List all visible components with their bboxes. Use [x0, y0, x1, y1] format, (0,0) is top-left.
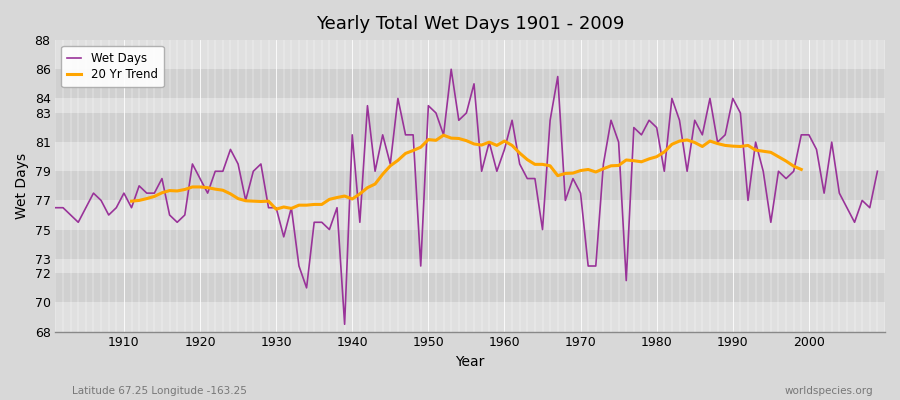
Wet Days: [278, 234, 289, 239]
Y-axis label: Wet Days: Wet Days: [15, 153, 29, 219]
Line: 20 Yr Trend: 20 Yr Trend: [131, 135, 801, 209]
20 Yr Trend: [194, 184, 205, 189]
20 Yr Trend: [735, 144, 746, 149]
20 Yr Trend: [484, 140, 495, 144]
Wet Days: [872, 169, 883, 174]
Wet Days: [50, 205, 61, 210]
Wet Days: [514, 162, 525, 166]
20 Yr Trend: [438, 133, 449, 138]
Bar: [56, 171, 885, 200]
Text: Latitude 67.25 Longitude -163.25: Latitude 67.25 Longitude -163.25: [72, 386, 247, 396]
20 Yr Trend: [796, 167, 806, 172]
Wet Days: [324, 227, 335, 232]
X-axis label: Year: Year: [455, 355, 485, 369]
20 Yr Trend: [392, 158, 403, 163]
Wet Days: [606, 118, 616, 123]
20 Yr Trend: [271, 207, 282, 212]
20 Yr Trend: [126, 199, 137, 204]
Text: worldspecies.org: worldspecies.org: [785, 386, 873, 396]
Bar: [56, 113, 885, 142]
Bar: [56, 142, 885, 171]
Wet Days: [339, 322, 350, 327]
Bar: [56, 273, 885, 302]
Line: Wet Days: Wet Days: [56, 69, 878, 324]
Legend: Wet Days, 20 Yr Trend: Wet Days, 20 Yr Trend: [61, 46, 164, 87]
Bar: [56, 98, 885, 113]
Bar: [56, 302, 885, 332]
Bar: [56, 230, 885, 259]
Wet Days: [507, 118, 517, 123]
Bar: [56, 69, 885, 98]
Wet Days: [111, 205, 122, 210]
Title: Yearly Total Wet Days 1901 - 2009: Yearly Total Wet Days 1901 - 2009: [316, 15, 625, 33]
Bar: [56, 200, 885, 230]
Bar: [56, 259, 885, 273]
20 Yr Trend: [210, 187, 220, 192]
Bar: [56, 40, 885, 69]
20 Yr Trend: [263, 199, 274, 204]
Wet Days: [446, 67, 456, 72]
